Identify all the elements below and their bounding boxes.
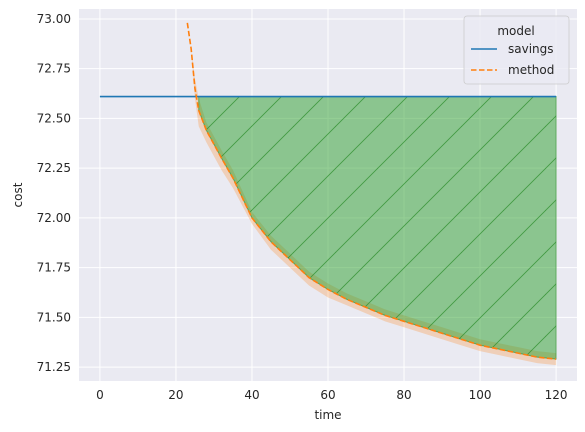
savings-hatch bbox=[198, 96, 557, 360]
legend: model savings method bbox=[463, 15, 570, 85]
x-axis-ticks: 0 20 40 60 80 100 120 bbox=[96, 388, 567, 402]
x-tick-label: 0 bbox=[96, 388, 104, 402]
y-tick-label: 73.00 bbox=[37, 12, 71, 26]
x-tick-label: 100 bbox=[469, 388, 492, 402]
y-tick-label: 72.25 bbox=[37, 161, 71, 175]
y-tick-label: 71.50 bbox=[37, 310, 71, 324]
y-axis-label: cost bbox=[11, 182, 25, 207]
y-axis-ticks: 71.25 71.50 71.75 72.00 72.25 72.50 72.75 73.00 bbox=[37, 12, 71, 374]
y-tick-label: 71.25 bbox=[37, 360, 71, 374]
x-tick-label: 60 bbox=[320, 388, 335, 402]
x-tick-label: 80 bbox=[396, 388, 411, 402]
legend-label-savings: savings bbox=[508, 42, 554, 56]
legend-box bbox=[463, 15, 570, 85]
x-tick-label: 40 bbox=[244, 388, 259, 402]
legend-label-method: method bbox=[508, 63, 554, 77]
y-tick-label: 72.50 bbox=[37, 111, 71, 125]
y-tick-label: 71.75 bbox=[37, 261, 71, 275]
series-line-method bbox=[186, 22, 557, 360]
y-tick-label: 72.75 bbox=[37, 62, 71, 76]
x-tick-label: 120 bbox=[545, 388, 568, 402]
x-tick-label: 20 bbox=[168, 388, 183, 402]
y-tick-label: 72.00 bbox=[37, 211, 71, 225]
legend-title: model bbox=[497, 24, 534, 38]
x-axis-label: time bbox=[314, 408, 341, 422]
series-lines bbox=[99, 22, 557, 360]
